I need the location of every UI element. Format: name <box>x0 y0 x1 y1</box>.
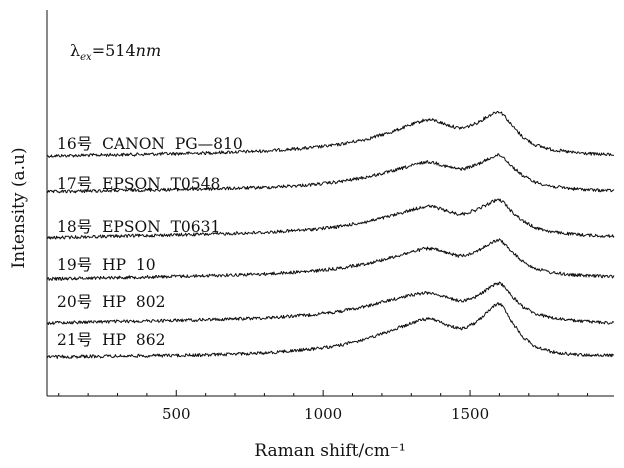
excitation-wavelength-annotation: λex=514nm <box>70 41 161 63</box>
annotation-value: =514 <box>92 41 136 60</box>
spectrum-series-3 <box>46 238 615 281</box>
annotation-symbol: λ <box>70 41 80 60</box>
spectrum-series-5 <box>46 302 615 359</box>
spectrum-series-4 <box>46 281 615 325</box>
annotation-subscript: ex <box>80 52 92 63</box>
spectrum-series-1 <box>46 153 615 194</box>
series-label-0: 16号 CANON PG—810 <box>57 135 243 153</box>
x-axis-label: Raman shift/cm⁻¹ <box>254 441 405 461</box>
annotation-unit: nm <box>136 41 161 60</box>
x-axis-ticks <box>58 390 589 396</box>
series-label-2: 18号 EPSON T0631 <box>57 218 220 236</box>
x-tick-label-500: 500 <box>162 405 191 423</box>
spectrum-series-2 <box>46 198 615 240</box>
spectra-traces <box>46 111 615 359</box>
x-axis-tick-labels: 500 1000 1500 <box>162 405 489 423</box>
series-label-1: 17号 EPSON T0548 <box>57 175 220 193</box>
x-tick-label-1500: 1500 <box>451 405 489 423</box>
series-label-5: 21号 HP 862 <box>57 331 165 349</box>
plot-frame <box>46 10 614 397</box>
x-tick-label-1000: 1000 <box>304 405 342 423</box>
y-axis-label: Intensity (a.u) <box>9 147 29 268</box>
series-labels: 16号 CANON PG—810 17号 EPSON T0548 18号 EPSON… <box>57 135 243 349</box>
series-label-4: 20号 HP 802 <box>57 293 165 311</box>
series-label-3: 19号 HP 10 <box>57 256 156 274</box>
spectrum-series-0 <box>46 111 615 158</box>
